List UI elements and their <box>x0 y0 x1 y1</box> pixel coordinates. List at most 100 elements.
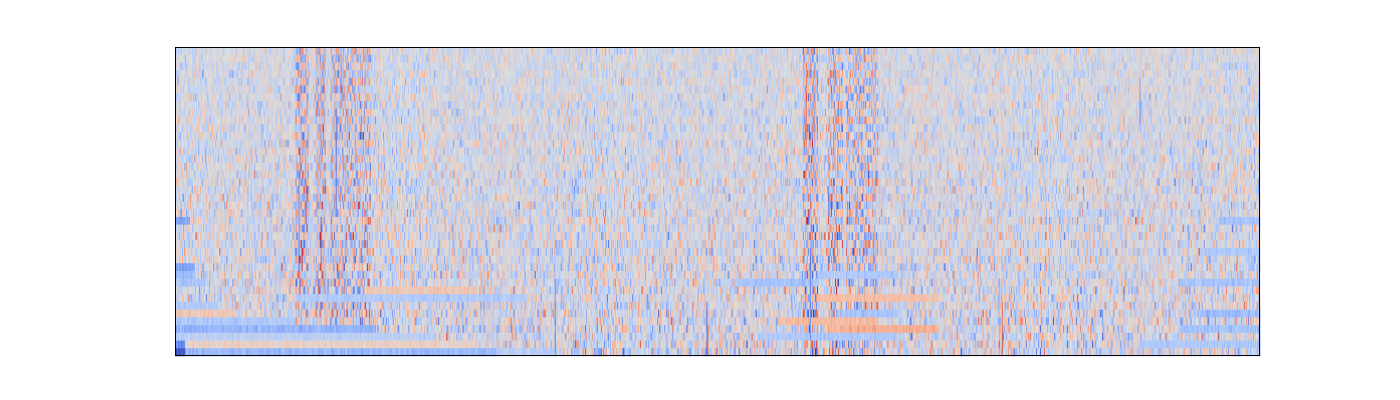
heatmap-cell <box>1059 47 1061 56</box>
heatmap-cell <box>590 47 593 56</box>
heatmap-cell <box>693 47 695 56</box>
heatmap-cell <box>438 47 440 56</box>
heatmap-cell <box>1108 47 1110 56</box>
heatmap-cell <box>1014 47 1017 56</box>
heatmap-cell <box>548 54 551 63</box>
heatmap-cell <box>355 47 358 56</box>
heatmap-cell <box>652 54 654 63</box>
heatmap-cell <box>570 47 573 56</box>
heatmap-cell <box>940 47 942 56</box>
heatmap-cell <box>865 47 867 56</box>
heatmap-cell <box>277 47 279 56</box>
heatmap-cell <box>184 54 186 63</box>
heatmap-cell <box>313 54 315 63</box>
heatmap-cell <box>477 54 479 63</box>
heatmap-cell <box>666 47 668 56</box>
heatmap-cell <box>828 54 830 63</box>
heatmap-cell <box>1202 47 1205 56</box>
heatmap-cell <box>1195 47 1197 56</box>
heatmap-cell <box>1118 47 1120 56</box>
heatmap-cell <box>417 54 419 63</box>
heatmap-cell <box>717 54 719 63</box>
heatmap-cell <box>831 47 833 56</box>
heatmap-cell <box>1168 47 1170 56</box>
heatmap-cell <box>839 47 841 56</box>
heatmap-cell <box>530 47 532 56</box>
heatmap-cell <box>681 47 683 56</box>
heatmap-cell <box>371 47 374 56</box>
heatmap-cell <box>735 54 737 63</box>
heatmap-cell <box>1256 47 1259 56</box>
heatmap-cell <box>400 47 402 56</box>
heatmap-cell <box>686 47 688 56</box>
heatmap-cell <box>921 47 923 56</box>
heatmap-cell <box>348 47 351 56</box>
heatmap-cell <box>1010 47 1013 56</box>
heatmap-cell <box>566 47 569 56</box>
heatmap-cell <box>452 47 454 56</box>
heatmap-cell <box>966 47 968 56</box>
heatmap-cell <box>955 47 957 56</box>
heatmap-cell <box>723 47 725 56</box>
heatmap-cell <box>402 54 404 63</box>
heatmap-cell <box>300 47 302 56</box>
heatmap-cell <box>393 54 395 63</box>
heatmap-cell <box>600 47 603 56</box>
heatmap-cell <box>871 54 873 63</box>
heatmap-cell <box>815 47 818 56</box>
heatmap-cell <box>364 54 367 63</box>
heatmap-cell <box>285 54 287 63</box>
heatmap-cell <box>223 54 225 63</box>
heatmap-cell <box>542 47 544 56</box>
heatmap-cell <box>263 47 265 56</box>
heatmap-cell <box>424 54 426 63</box>
heatmap-cell <box>829 54 831 63</box>
heatmap-cell <box>796 54 799 63</box>
heatmap-cell <box>1188 47 1190 56</box>
heatmap-cell <box>654 54 656 63</box>
heatmap-cell <box>439 54 441 63</box>
heatmap-cell <box>429 47 431 56</box>
heatmap-cell <box>1128 47 1130 56</box>
heatmap-cell <box>768 54 771 63</box>
heatmap-cell <box>200 47 202 56</box>
heatmap-cell <box>1081 47 1083 56</box>
heatmap-cell <box>511 54 513 63</box>
heatmap-cell <box>682 62 685 71</box>
heatmap-cell <box>327 47 329 56</box>
heatmap-cell <box>836 47 838 56</box>
heatmap-cell <box>658 54 660 63</box>
heatmap-cell <box>610 54 612 63</box>
heatmap-cell <box>536 54 538 63</box>
heatmap-cell <box>242 47 244 56</box>
heatmap-cell <box>969 47 971 56</box>
heatmap-cell <box>430 54 432 63</box>
heatmap-cell <box>783 54 786 63</box>
heatmap-cell <box>537 54 539 63</box>
heatmap-cell <box>459 47 461 56</box>
heatmap-cell <box>1042 47 1044 56</box>
heatmap-cell <box>519 47 521 56</box>
heatmap-cell <box>634 54 636 63</box>
heatmap-cell <box>388 47 391 56</box>
heatmap-cell <box>1183 47 1185 56</box>
heatmap-cell <box>577 54 580 63</box>
heatmap-cell <box>222 47 224 56</box>
heatmap-cell <box>927 47 929 56</box>
heatmap-cell <box>564 47 567 56</box>
heatmap-cells <box>175 47 1261 357</box>
heatmap-cell <box>1012 47 1015 56</box>
heatmap-cell <box>494 47 496 56</box>
heatmap-cell <box>188 54 191 63</box>
heatmap-cell <box>1236 47 1239 56</box>
heatmap-cell <box>876 54 878 63</box>
heatmap-cell <box>713 47 715 56</box>
heatmap-cell <box>635 54 637 63</box>
heatmap-cell <box>626 54 628 63</box>
heatmap-cell <box>1220 47 1223 56</box>
heatmap-cell <box>1028 47 1031 56</box>
heatmap-cell <box>737 54 739 63</box>
heatmap-cell <box>843 47 845 56</box>
heatmap-cell <box>481 54 483 63</box>
